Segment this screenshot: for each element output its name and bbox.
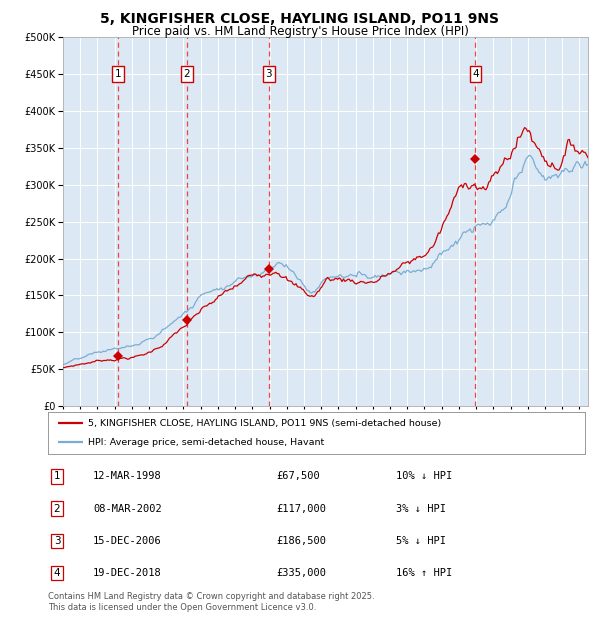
Text: 12-MAR-1998: 12-MAR-1998	[93, 471, 162, 481]
Text: 10% ↓ HPI: 10% ↓ HPI	[396, 471, 452, 481]
Text: 5, KINGFISHER CLOSE, HAYLING ISLAND, PO11 9NS (semi-detached house): 5, KINGFISHER CLOSE, HAYLING ISLAND, PO1…	[88, 418, 442, 428]
Text: 15-DEC-2006: 15-DEC-2006	[93, 536, 162, 546]
Text: Contains HM Land Registry data © Crown copyright and database right 2025.
This d: Contains HM Land Registry data © Crown c…	[48, 592, 374, 611]
Text: 16% ↑ HPI: 16% ↑ HPI	[396, 568, 452, 578]
Text: 2: 2	[184, 69, 190, 79]
Text: 3: 3	[266, 69, 272, 79]
Text: Price paid vs. HM Land Registry's House Price Index (HPI): Price paid vs. HM Land Registry's House …	[131, 25, 469, 38]
Text: 19-DEC-2018: 19-DEC-2018	[93, 568, 162, 578]
Text: £67,500: £67,500	[276, 471, 320, 481]
Text: 3% ↓ HPI: 3% ↓ HPI	[396, 503, 446, 513]
Text: 5% ↓ HPI: 5% ↓ HPI	[396, 536, 446, 546]
Text: HPI: Average price, semi-detached house, Havant: HPI: Average price, semi-detached house,…	[88, 438, 325, 447]
Text: 5, KINGFISHER CLOSE, HAYLING ISLAND, PO11 9NS: 5, KINGFISHER CLOSE, HAYLING ISLAND, PO1…	[101, 12, 499, 27]
Text: 2: 2	[53, 503, 61, 513]
Text: £186,500: £186,500	[276, 536, 326, 546]
Text: 4: 4	[53, 568, 61, 578]
Text: 4: 4	[472, 69, 479, 79]
Text: £335,000: £335,000	[276, 568, 326, 578]
Text: 3: 3	[53, 536, 61, 546]
Text: 08-MAR-2002: 08-MAR-2002	[93, 503, 162, 513]
Text: 1: 1	[53, 471, 61, 481]
Text: 1: 1	[115, 69, 121, 79]
Text: £117,000: £117,000	[276, 503, 326, 513]
